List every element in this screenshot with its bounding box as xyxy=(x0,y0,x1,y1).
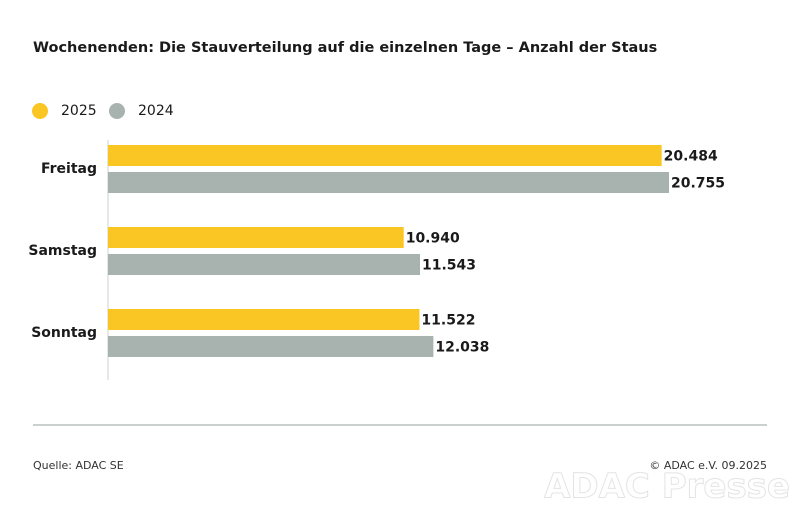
legend-marker xyxy=(32,103,48,119)
chart-title: Wochenenden: Die Stauverteilung auf die … xyxy=(33,40,657,56)
bar xyxy=(108,254,421,275)
bar xyxy=(108,172,669,193)
watermark: ADAC Presse xyxy=(544,467,790,507)
legend-marker xyxy=(109,103,125,119)
value-label: 11.522 xyxy=(421,313,475,329)
bar xyxy=(108,227,404,248)
value-label: 11.543 xyxy=(422,258,476,274)
bar xyxy=(108,336,434,357)
category-label: Sonntag xyxy=(31,325,97,341)
value-label: 12.038 xyxy=(435,340,489,356)
value-label: 20.755 xyxy=(671,176,725,192)
source: Quelle: ADAC SE xyxy=(33,459,124,472)
category-label: Samstag xyxy=(28,243,97,259)
legend-label: 2024 xyxy=(138,103,174,119)
bar xyxy=(108,145,662,166)
copyright: © ADAC e.V. 09.2025 xyxy=(649,459,767,472)
category-label: Freitag xyxy=(41,161,97,177)
value-label: 10.940 xyxy=(406,231,460,247)
bar xyxy=(108,309,420,330)
legend-label: 2025 xyxy=(61,103,97,119)
value-label: 20.484 xyxy=(664,149,718,165)
